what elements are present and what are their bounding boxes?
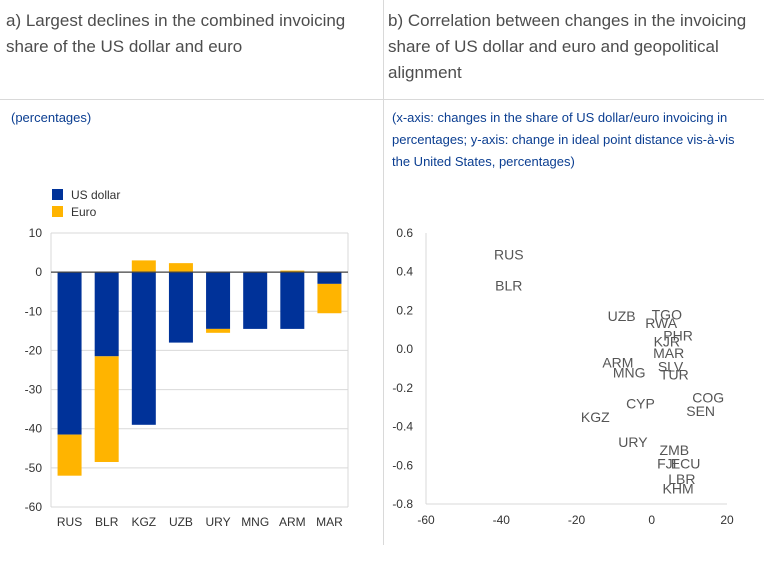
euro-bar-uzb xyxy=(168,263,193,273)
point-label-slv: SLV xyxy=(658,359,684,375)
panel-a-subtitle: (percentages) xyxy=(11,110,92,125)
x-tick-label: URY xyxy=(206,515,231,529)
y-tick-label: -0.2 xyxy=(392,381,413,395)
usd-bar-uzb xyxy=(168,272,193,343)
x-tick-label: BLR xyxy=(95,515,119,529)
x-tick-label: -20 xyxy=(568,513,586,527)
usd-bar-mng xyxy=(243,272,268,329)
legend-swatch-usd xyxy=(52,189,63,200)
point-label-tgo: TGO xyxy=(652,306,682,322)
point-label-tur: TUR xyxy=(660,366,689,382)
point-label-ury: URY xyxy=(618,434,648,450)
y-tick-label: -40 xyxy=(25,422,43,436)
usd-bar-rus xyxy=(57,272,82,435)
x-tick-label: UZB xyxy=(169,515,193,529)
point-label-arm: ARM xyxy=(602,355,633,371)
point-label-uzb: UZB xyxy=(608,308,636,324)
euro-bar-blr xyxy=(94,356,119,462)
y-tick-label: 0.2 xyxy=(396,303,413,317)
x-tick-label: MNG xyxy=(241,515,269,529)
point-label-khm: KHM xyxy=(663,481,694,497)
x-tick-label: RUS xyxy=(57,515,82,529)
usd-bar-blr xyxy=(94,272,119,357)
point-label-rus: RUS xyxy=(494,246,524,262)
x-tick-label: -60 xyxy=(417,513,435,527)
y-tick-label: -10 xyxy=(25,304,43,318)
point-label-sen: SEN xyxy=(686,403,715,419)
euro-bar-ury xyxy=(206,328,231,333)
y-tick-label: -0.4 xyxy=(392,420,413,434)
point-label-cyp: CYP xyxy=(626,395,655,411)
usd-bar-arm xyxy=(280,272,305,329)
point-label-zmb: ZMB xyxy=(660,442,690,458)
panel-b-subtitle: (x-axis: changes in the share of US doll… xyxy=(392,110,735,169)
x-tick-label: MAR xyxy=(316,515,343,529)
y-tick-label: -30 xyxy=(25,383,43,397)
y-tick-label: -0.8 xyxy=(392,497,413,511)
point-label-phr: PHR xyxy=(663,328,693,344)
x-tick-label: -40 xyxy=(493,513,511,527)
usd-bar-ury xyxy=(206,272,231,329)
usd-bar-mar xyxy=(317,272,342,284)
y-tick-label: 0.0 xyxy=(396,342,413,356)
legend-label: Euro xyxy=(71,205,97,219)
euro-bar-kgz xyxy=(131,260,156,273)
panel-divider-vertical xyxy=(383,0,384,545)
point-label-blr: BLR xyxy=(495,277,522,293)
point-label-mng: MNG xyxy=(613,364,646,380)
legend-label: US dollar xyxy=(71,188,120,202)
bar-chart: 10 0 -10 -20 -30 -40 -50 -60 RUS BLR KGZ UZB URY MNG A… xyxy=(25,188,349,529)
y-tick-label: -50 xyxy=(25,461,43,475)
x-tick-label: ARM xyxy=(279,515,306,529)
y-tick-label: 0.6 xyxy=(396,226,413,240)
point-label-ecu: ECU xyxy=(671,455,701,471)
point-label-fji: FJI xyxy=(657,455,676,471)
panel-b-title: b) Correlation between changes in the in… xyxy=(388,11,747,82)
x-tick-label: KGZ xyxy=(131,515,156,529)
scatter-chart: 0.6 0.4 0.2 0.0 -0.2 -0.4 -0.6 -0.8 -60 -40 -20 0 20… xyxy=(392,226,734,527)
point-label-rwa: RWA xyxy=(645,315,678,331)
y-tick-label: 10 xyxy=(29,226,43,240)
usd-bar-kgz xyxy=(131,272,156,425)
euro-bar-arm xyxy=(280,270,305,273)
point-label-cog: COG xyxy=(692,390,724,406)
y-tick-label: -60 xyxy=(25,500,43,514)
panel-a-title: a) Largest declines in the combined invo… xyxy=(6,11,346,56)
point-label-mar: MAR xyxy=(653,345,684,361)
y-tick-label: 0.4 xyxy=(396,265,413,279)
y-tick-label: -0.6 xyxy=(392,458,413,472)
point-label-kjr: KJR xyxy=(654,333,680,349)
euro-bar-mar xyxy=(317,283,342,314)
y-tick-label: -20 xyxy=(25,343,43,357)
x-tick-label: 20 xyxy=(720,513,734,527)
point-label-lbr: LBR xyxy=(668,471,695,487)
point-label-kgz: KGZ xyxy=(581,409,610,425)
y-tick-label: 0 xyxy=(35,265,42,279)
x-tick-label: 0 xyxy=(648,513,655,527)
euro-bar-rus xyxy=(57,434,82,476)
header-divider xyxy=(0,99,764,100)
legend-swatch-euro xyxy=(52,206,63,217)
